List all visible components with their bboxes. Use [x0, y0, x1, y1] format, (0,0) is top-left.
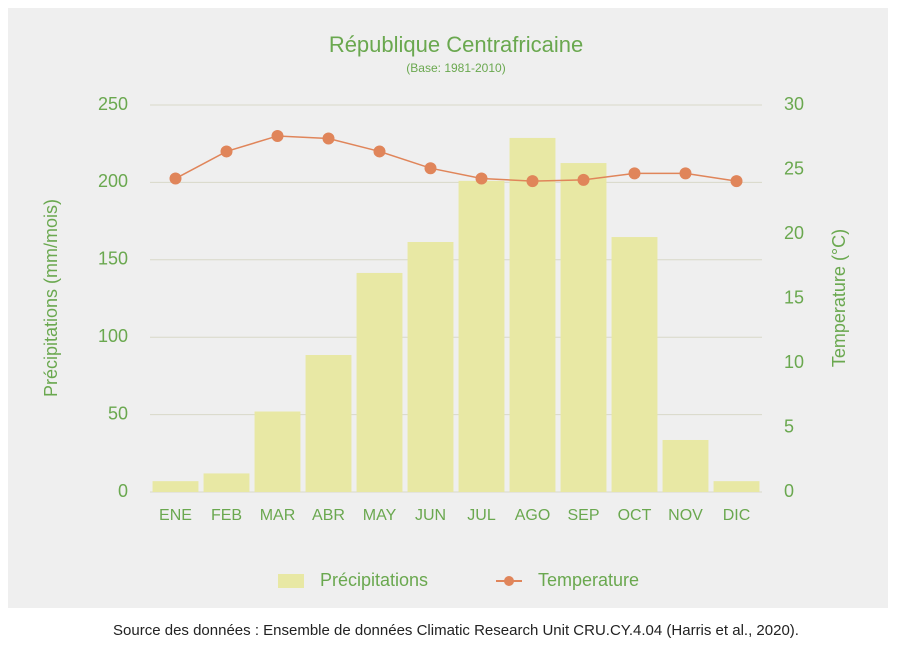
line: [175, 135, 737, 182]
bar: [203, 473, 250, 492]
y-tick-label: 150: [98, 249, 128, 269]
y2-axis-label: Temperature (°C): [829, 229, 849, 367]
y2-tick-label: 25: [784, 158, 804, 178]
line-point: [322, 132, 335, 145]
legend-swatch: [504, 576, 514, 586]
line-point: [679, 167, 692, 180]
x-tick-label: JUL: [467, 507, 496, 524]
bar: [560, 163, 607, 493]
line-point: [475, 172, 488, 185]
line-point: [220, 145, 233, 158]
chart-subtitle: (Base: 1981-2010): [406, 61, 505, 75]
y-tick-label: 250: [98, 94, 128, 114]
bar: [254, 411, 301, 492]
y-tick-label: 100: [98, 326, 128, 346]
x-tick-label: MAY: [363, 507, 397, 524]
source-note: Source des données : Ensemble de données…: [113, 622, 799, 639]
line-point: [730, 175, 743, 188]
bar: [407, 241, 454, 492]
bar: [458, 180, 505, 493]
line-point: [169, 172, 182, 185]
line-point: [577, 173, 590, 186]
line-point: [373, 145, 386, 158]
line-point: [271, 129, 284, 142]
bar: [152, 481, 199, 492]
y2-tick-label: 0: [784, 481, 794, 501]
y-tick-label: 50: [108, 403, 128, 423]
x-tick-label: NOV: [668, 507, 703, 524]
y-axis-label: Précipitations (mm/mois): [41, 199, 61, 397]
legend-label: Précipitations: [320, 570, 428, 590]
x-tick-label: ABR: [312, 507, 345, 524]
bar: [356, 272, 403, 492]
bar: [662, 439, 709, 492]
y2-tick-label: 10: [784, 352, 804, 372]
y2-tick-label: 20: [784, 223, 804, 243]
x-tick-label: FEB: [211, 507, 242, 524]
x-tick-label: AGO: [515, 507, 551, 524]
legend-swatch: [278, 574, 304, 588]
line-point: [526, 175, 539, 188]
x-tick-label: SEP: [567, 507, 599, 524]
line-point: [424, 162, 437, 175]
bar: [509, 137, 556, 492]
bar: [611, 237, 658, 492]
y2-tick-label: 15: [784, 287, 804, 307]
x-tick-label: DIC: [723, 507, 751, 524]
legend-label: Temperature: [538, 570, 639, 590]
x-tick-label: MAR: [260, 507, 296, 524]
y2-tick-label: 30: [784, 94, 804, 114]
x-tick-label: ENE: [159, 507, 192, 524]
bar: [713, 481, 760, 492]
y2-tick-label: 5: [784, 416, 794, 436]
chart-title: République Centrafricaine: [329, 32, 583, 57]
y-tick-label: 0: [118, 481, 128, 501]
x-tick-label: OCT: [618, 507, 652, 524]
x-tick-label: JUN: [415, 507, 446, 524]
y-tick-label: 200: [98, 171, 128, 191]
bar: [305, 355, 352, 492]
line-point: [628, 167, 641, 180]
